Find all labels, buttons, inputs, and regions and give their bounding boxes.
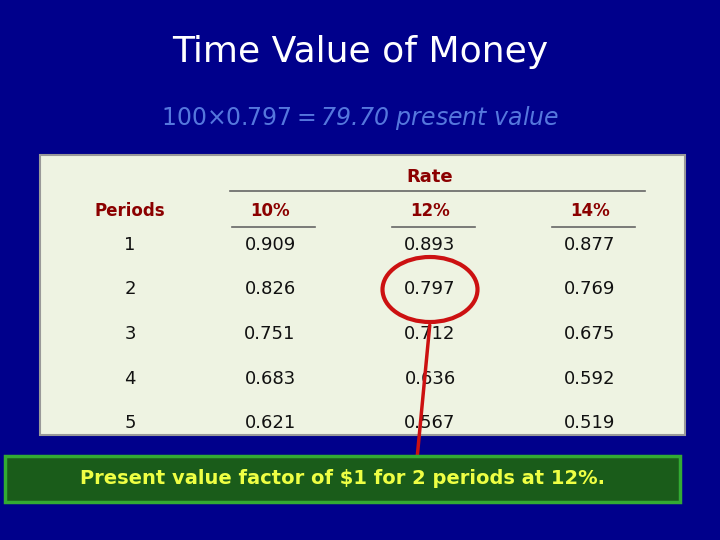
Text: 0.751: 0.751 bbox=[244, 325, 296, 343]
Text: 0.909: 0.909 bbox=[244, 236, 296, 254]
Text: Rate: Rate bbox=[407, 168, 454, 186]
Text: 0.567: 0.567 bbox=[405, 414, 456, 432]
Text: Periods: Periods bbox=[95, 202, 166, 220]
Text: 0.712: 0.712 bbox=[405, 325, 456, 343]
Text: 1: 1 bbox=[125, 236, 135, 254]
FancyBboxPatch shape bbox=[5, 456, 680, 502]
Text: Present value factor of $1 for 2 periods at 12%.: Present value factor of $1 for 2 periods… bbox=[80, 469, 605, 489]
Text: 0.877: 0.877 bbox=[564, 236, 616, 254]
Text: 0.519: 0.519 bbox=[564, 414, 616, 432]
Text: 10%: 10% bbox=[250, 202, 290, 220]
Text: 12%: 12% bbox=[410, 202, 450, 220]
Text: 0.683: 0.683 bbox=[244, 369, 296, 388]
Text: 4: 4 bbox=[125, 369, 136, 388]
Text: 2: 2 bbox=[125, 280, 136, 299]
Text: 0.893: 0.893 bbox=[405, 236, 456, 254]
FancyArrowPatch shape bbox=[412, 325, 430, 474]
Text: 0.636: 0.636 bbox=[405, 369, 456, 388]
Text: 0.797: 0.797 bbox=[404, 280, 456, 299]
Text: 0.592: 0.592 bbox=[564, 369, 616, 388]
Text: 14%: 14% bbox=[570, 202, 610, 220]
Text: Time Value of Money: Time Value of Money bbox=[172, 35, 548, 69]
Text: $100 × 0.797 =  $79.70 present value: $100 × 0.797 = $79.70 present value bbox=[161, 104, 559, 132]
Text: 0.675: 0.675 bbox=[564, 325, 616, 343]
Text: 3: 3 bbox=[125, 325, 136, 343]
Text: 5: 5 bbox=[125, 414, 136, 432]
Text: 0.769: 0.769 bbox=[564, 280, 616, 299]
Text: 0.826: 0.826 bbox=[244, 280, 296, 299]
FancyBboxPatch shape bbox=[40, 155, 685, 435]
Text: 0.621: 0.621 bbox=[244, 414, 296, 432]
